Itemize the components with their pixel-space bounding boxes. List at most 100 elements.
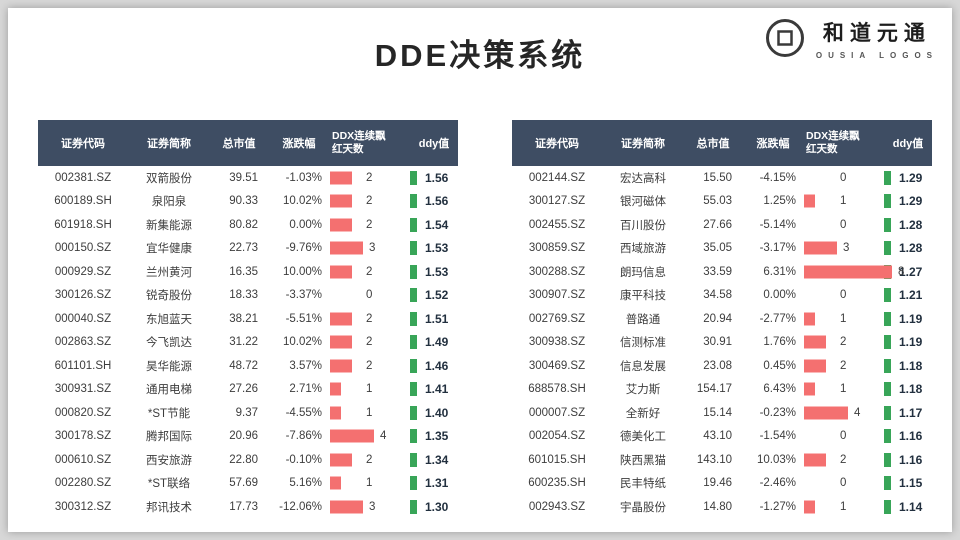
- table-row[interactable]: 300907.SZ 康平科技 34.58 0.00% 0 1.21: [512, 283, 932, 307]
- ddx-red-bar: [330, 312, 352, 326]
- ddx-red-bar: [804, 312, 815, 326]
- ddy-green-bar: [410, 264, 417, 279]
- stock-code: 002054.SZ: [528, 430, 586, 443]
- stock-name: 新集能源: [146, 219, 192, 232]
- ddx-days-cell: 1: [330, 401, 410, 425]
- stock-code: 002455.SZ: [528, 218, 586, 231]
- ddy-value: 1.41: [425, 382, 449, 397]
- ddy-cell: 1.54: [410, 217, 458, 232]
- table-row[interactable]: 300931.SZ 通用电梯 27.26 2.71% 1 1.41: [38, 377, 458, 401]
- table-row[interactable]: 000150.SZ 宜华健康 22.73 -9.76% 3 1.53: [38, 236, 458, 260]
- table-row[interactable]: 300288.SZ 朗玛信息 33.59 6.31% 8 1.27: [512, 260, 932, 284]
- ddy-cell: 1.34: [410, 452, 458, 467]
- ddy-value: 1.54: [425, 217, 449, 232]
- table-row[interactable]: 002943.SZ 宇晶股份 14.80 -1.27% 1 1.14: [512, 495, 932, 519]
- ddy-green-bar: [410, 476, 417, 491]
- ddx-days-cell: 1: [804, 190, 884, 214]
- table-row[interactable]: 002455.SZ 百川股份 27.66 -5.14% 0 1.28: [512, 213, 932, 237]
- stock-name: 兰州黄河: [146, 266, 192, 279]
- ddx-days-value: 2: [366, 218, 373, 231]
- table-header: 证券代码 证券简称 总市值 涨跌幅 DDX连续飘红天数 ddy值: [512, 120, 932, 166]
- market-cap-value: 15.50: [703, 171, 732, 184]
- ddx-days-value: 1: [840, 500, 847, 513]
- ddx-days-value: 0: [840, 218, 847, 231]
- ddx-days-cell: 2: [330, 166, 410, 190]
- table-row[interactable]: 002769.SZ 普路通 20.94 -2.77% 1 1.19: [512, 307, 932, 331]
- ddy-cell: 1.56: [410, 194, 458, 209]
- table-row[interactable]: 000007.SZ 全新好 15.14 -0.23% 4 1.17: [512, 401, 932, 425]
- col-header-code: 证券代码: [535, 138, 579, 150]
- stock-name: *ST节能: [147, 407, 191, 420]
- change-percent-value: 3.57%: [289, 359, 322, 372]
- ddx-red-bar: [330, 335, 352, 349]
- table-row[interactable]: 600235.SH 民丰特纸 19.46 -2.46% 0 1.15: [512, 471, 932, 495]
- stock-code: 000150.SZ: [54, 242, 112, 255]
- ddx-days-cell: 1: [804, 378, 884, 402]
- market-cap-value: 35.05: [703, 242, 732, 255]
- table-row[interactable]: 000929.SZ 兰州黄河 16.35 10.00% 2 1.53: [38, 260, 458, 284]
- table-row[interactable]: 002863.SZ 今飞凯达 31.22 10.02% 2 1.49: [38, 330, 458, 354]
- market-cap-value: 20.94: [703, 312, 732, 325]
- table-row[interactable]: 000820.SZ *ST节能 9.37 -4.55% 1 1.40: [38, 401, 458, 425]
- ddx-days-value: 4: [380, 430, 387, 443]
- brand-text: 和道元通 OUSIA LOGOS: [816, 17, 938, 60]
- ddy-value: 1.19: [899, 335, 923, 350]
- ddy-cell: 1.46: [410, 358, 458, 373]
- ddy-value: 1.46: [425, 358, 449, 373]
- ddx-days-value: 0: [840, 289, 847, 302]
- ddx-days-value: 0: [366, 289, 373, 302]
- table-row[interactable]: 601918.SH 新集能源 80.82 0.00% 2 1.54: [38, 213, 458, 237]
- table-row[interactable]: 000040.SZ 东旭蓝天 38.21 -5.51% 2 1.51: [38, 307, 458, 331]
- table-row[interactable]: 300127.SZ 银河磁体 55.03 1.25% 1 1.29: [512, 189, 932, 214]
- ddy-green-bar: [884, 170, 891, 185]
- table-row[interactable]: 300938.SZ 信测标准 30.91 1.76% 2 1.19: [512, 330, 932, 354]
- table-row[interactable]: 002280.SZ *ST联络 57.69 5.16% 1 1.31: [38, 471, 458, 495]
- market-cap-value: 33.59: [703, 265, 732, 278]
- ddy-green-bar: [884, 405, 891, 420]
- ddx-days-value: 0: [840, 430, 847, 443]
- table-row[interactable]: 601015.SH 陕西黑猫 143.10 10.03% 2 1.16: [512, 448, 932, 472]
- ddx-red-bar: [330, 241, 363, 255]
- change-percent-value: 0.00%: [289, 218, 322, 231]
- table-row[interactable]: 002054.SZ 德美化工 43.10 -1.54% 0 1.16: [512, 424, 932, 448]
- ddx-red-bar: [330, 171, 352, 185]
- table-row[interactable]: 300469.SZ 信息发展 23.08 0.45% 2 1.18: [512, 354, 932, 378]
- stock-name: 双箭股份: [146, 172, 192, 185]
- brand-subtitle: OUSIA LOGOS: [815, 50, 938, 60]
- table-row[interactable]: 300126.SZ 锐奇股份 18.33 -3.37% 0 1.52: [38, 283, 458, 307]
- market-cap-value: 15.14: [703, 406, 732, 419]
- stock-code: 601918.SH: [54, 218, 112, 231]
- change-percent-value: 6.31%: [763, 265, 796, 278]
- table-row[interactable]: 300859.SZ 西域旅游 35.05 -3.17% 3 1.28: [512, 236, 932, 260]
- table-row[interactable]: 601101.SH 昊华能源 48.72 3.57% 2 1.46: [38, 354, 458, 378]
- table-row[interactable]: 300312.SZ 邦讯技术 17.73 -12.06% 3 1.30: [38, 495, 458, 519]
- stock-name: 邦讯技术: [146, 501, 192, 514]
- ddy-value: 1.52: [425, 288, 449, 303]
- stock-code: 000610.SZ: [54, 453, 112, 466]
- change-percent-value: 1.25%: [763, 195, 796, 208]
- table-row[interactable]: 688578.SH 艾力斯 154.17 6.43% 1 1.18: [512, 377, 932, 402]
- market-cap-value: 55.03: [703, 195, 732, 208]
- ddy-value: 1.17: [899, 405, 923, 420]
- stock-code: 002863.SZ: [54, 336, 112, 349]
- table-row[interactable]: 600189.SH 泉阳泉 90.33 10.02% 2 1.56: [38, 189, 458, 213]
- stock-code: 002769.SZ: [528, 312, 586, 325]
- market-cap-value: 80.82: [229, 218, 258, 231]
- ddy-cell: 1.14: [884, 499, 932, 514]
- table-row[interactable]: 002144.SZ 宏达高科 15.50 -4.15% 0 1.29: [512, 166, 932, 190]
- ddx-red-bar: [330, 359, 352, 373]
- table-row[interactable]: 300178.SZ 腾邦国际 20.96 -7.86% 4 1.35: [38, 424, 458, 448]
- ddx-days-value: 1: [840, 383, 847, 396]
- ddy-value: 1.56: [425, 194, 449, 209]
- table-row[interactable]: 002381.SZ 双箭股份 39.51 -1.03% 2 1.56: [38, 166, 458, 190]
- ddy-green-bar: [410, 311, 417, 326]
- table-row[interactable]: 000610.SZ 西安旅游 22.80 -0.10% 2 1.34: [38, 448, 458, 472]
- ddy-value: 1.56: [425, 170, 449, 185]
- ddx-days-cell: 8: [804, 260, 904, 284]
- change-percent-value: -12.06%: [279, 500, 322, 513]
- stock-name: 东旭蓝天: [146, 313, 192, 326]
- ddx-red-bar: [804, 382, 815, 396]
- ddy-value: 1.51: [425, 311, 449, 326]
- change-percent-value: -9.76%: [285, 242, 322, 255]
- ddx-days-value: 3: [369, 500, 376, 513]
